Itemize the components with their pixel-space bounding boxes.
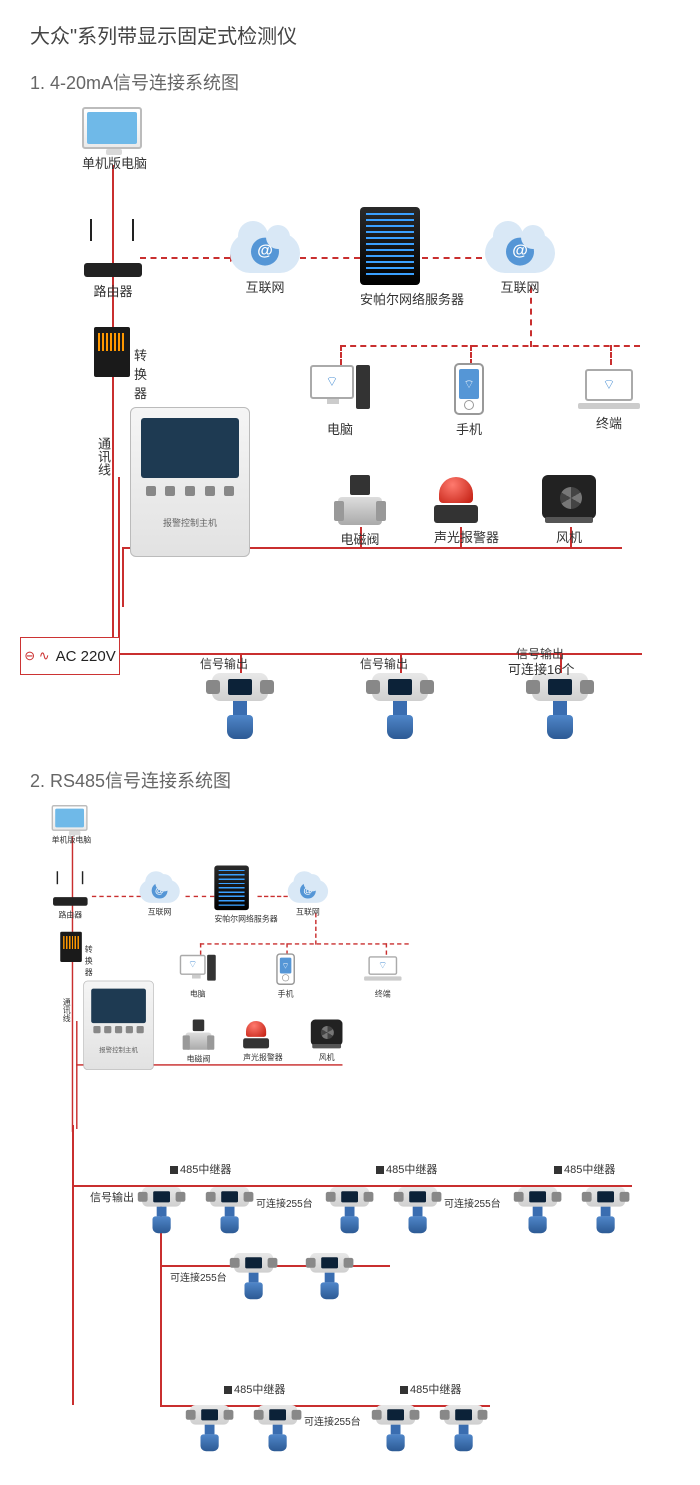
pc-icon: ⌔ — [310, 365, 370, 415]
laptop-icon: ⌔ — [364, 956, 401, 985]
connect-255-3: 可连接255台 — [170, 1269, 227, 1284]
terminal-label-2: 终端 — [364, 988, 401, 1000]
phone-icon: ⌔ — [276, 953, 295, 985]
phone-icon: ⌔ — [454, 363, 484, 415]
detector-icon — [142, 1187, 181, 1233]
router-icon — [84, 263, 142, 277]
laptop-icon: ⌔ — [578, 369, 640, 409]
detector-icon — [586, 1187, 625, 1233]
comm-line-label: 通讯线 — [94, 437, 113, 476]
cloud-icon: @ — [230, 233, 300, 273]
server-label-2: 安帕尔网络服务器 — [214, 913, 277, 925]
fan-label-2: 风机 — [311, 1051, 343, 1063]
detector-icon — [210, 1187, 249, 1233]
alarm-icon — [434, 477, 478, 523]
comm-line-label-2: 通讯线 — [60, 998, 72, 1022]
computer-label-2: 电脑 — [180, 988, 216, 1000]
page-title: 大众"系列带显示固定式检测仪 — [30, 20, 670, 49]
converter-label-2: 转换器 — [85, 943, 93, 978]
valve-label-2: 电磁阀 — [186, 1053, 212, 1065]
cloud-icon: @ — [139, 880, 179, 903]
alarm-label-2: 声光报警器 — [243, 1051, 283, 1063]
phone-label: 手机 — [454, 419, 484, 438]
phone-label-2: 手机 — [276, 988, 295, 1000]
detector-icon — [372, 673, 428, 739]
sig-out-4: 信号输出 — [90, 1189, 134, 1205]
computer-label: 电脑 — [310, 419, 370, 438]
monitor-icon — [52, 805, 88, 831]
monitor-icon — [82, 107, 142, 149]
detector-icon — [330, 1187, 369, 1233]
controller-icon: 报警控制主机 — [130, 407, 250, 557]
cloud-icon: @ — [288, 880, 328, 903]
internet-label-3: 互联网 — [139, 906, 179, 918]
detector-icon — [310, 1253, 349, 1299]
repeater-3: 485中继器 — [554, 1161, 615, 1177]
alarm-icon — [243, 1021, 269, 1048]
connect-255-4: 可连接255台 — [304, 1413, 361, 1428]
connect-255-1: 可连接255台 — [256, 1195, 313, 1210]
repeater-5: 485中继器 — [400, 1381, 461, 1397]
detector-icon — [444, 1405, 483, 1451]
valve-icon — [186, 1020, 212, 1050]
internet-label-2: 互联网 — [485, 277, 555, 296]
router-label-2: 路由器 — [53, 909, 88, 921]
sig-out-2: 信号输出 — [360, 655, 408, 672]
router-icon — [53, 897, 88, 906]
diagram-1: 单机版电脑 路由器 @ 互联网 安帕尔网络服务器 @ 互联网 — [30, 107, 670, 747]
repeater-4: 485中继器 — [224, 1381, 285, 1397]
fan-label: 风机 — [542, 527, 596, 546]
fan-icon — [311, 1020, 343, 1049]
converter-icon — [60, 932, 82, 962]
detector-icon — [518, 1187, 557, 1233]
internet-label-4: 互联网 — [288, 906, 328, 918]
alarm-label: 声光报警器 — [434, 527, 499, 546]
converter-icon — [94, 327, 130, 377]
server-icon — [214, 865, 249, 910]
pc-single-label: 单机版电脑 — [82, 153, 147, 172]
connect-255-2: 可连接255台 — [444, 1195, 501, 1210]
section-2-title: 2. RS485信号连接系统图 — [30, 767, 670, 793]
converter-label: 转换器 — [134, 345, 147, 402]
controller-text: 报警控制主机 — [131, 516, 249, 529]
valve-icon — [338, 475, 382, 525]
connect-16: 可连接16个 — [508, 659, 574, 678]
fan-icon — [542, 475, 596, 523]
repeater-1: 485中继器 — [170, 1161, 231, 1177]
server-icon — [360, 207, 420, 285]
router-label: 路由器 — [84, 281, 142, 300]
detector-icon — [376, 1405, 415, 1451]
cloud-icon: @ — [485, 233, 555, 273]
valve-label: 电磁阀 — [338, 529, 382, 548]
repeater-2: 485中继器 — [376, 1161, 437, 1177]
server-label: 安帕尔网络服务器 — [360, 289, 464, 308]
internet-label-1: 互联网 — [230, 277, 300, 296]
detector-icon — [532, 673, 588, 739]
section-1-title: 1. 4-20mA信号连接系统图 — [30, 69, 670, 95]
pc-single-label-2: 单机版电脑 — [52, 834, 92, 846]
terminal-label: 终端 — [578, 413, 640, 432]
detector-icon — [190, 1405, 229, 1451]
diagram-2: 单机版电脑 路由器 @ 互联网 安帕尔网络服务器 @ 互联网 转换器 — [30, 805, 670, 1465]
pc-icon: ⌔ — [180, 955, 216, 985]
detector-icon — [258, 1405, 297, 1451]
ac-box: ⊖ ∿AC 220V — [20, 637, 120, 675]
sig-out-1: 信号输出 — [200, 655, 248, 672]
detector-icon — [234, 1253, 273, 1299]
controller-icon: 报警控制主机 — [83, 981, 154, 1070]
detector-icon — [398, 1187, 437, 1233]
detector-icon — [212, 673, 268, 739]
